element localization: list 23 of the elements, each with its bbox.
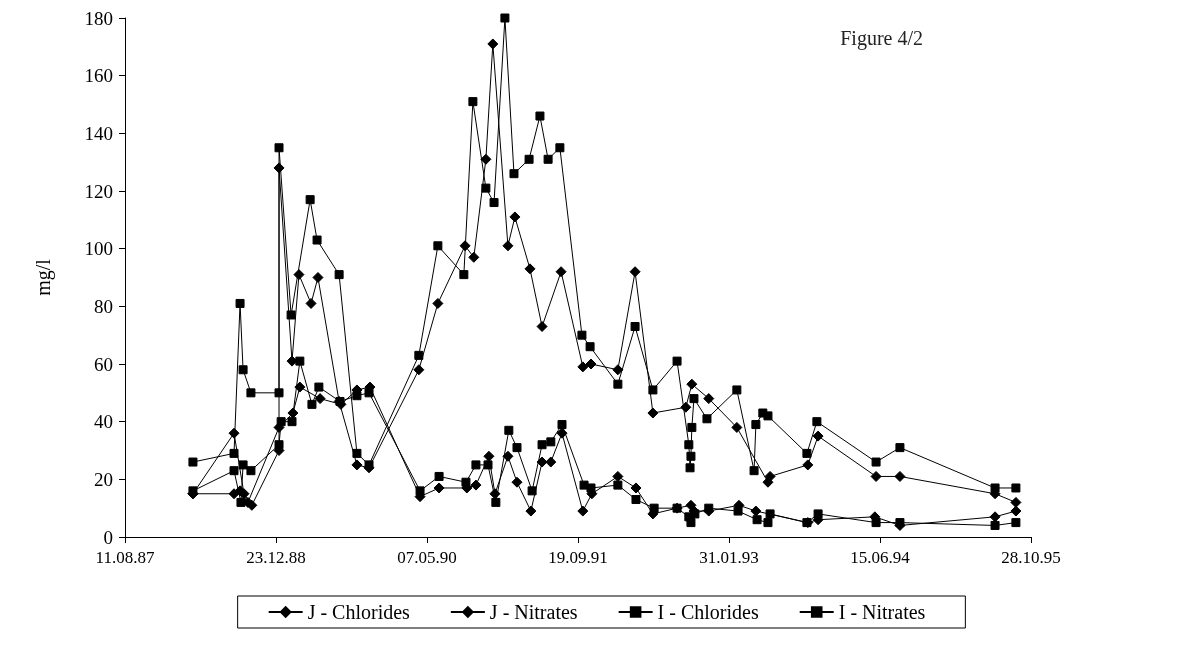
legend-label: I - Nitrates [838,601,926,623]
y-tick-label: 160 [84,65,113,87]
x-tick-label: 15.06.94 [850,548,911,567]
legend-label: J - Chlorides [307,601,411,623]
x-tick-label: 19.09.91 [548,548,608,567]
y-tick-label: 80 [94,295,113,317]
legend-label: J - Nitrates [489,601,578,623]
y-tick-label: 20 [94,468,113,490]
y-tick-label: 0 [103,526,113,548]
x-tick-label: 31.01.93 [699,548,759,567]
y-tick-label: 120 [84,180,113,202]
y-tick-label: 140 [84,122,113,144]
annotation: Figure 4/2 [840,27,924,50]
x-tick-label: 07.05.90 [397,548,457,567]
y-axis-title: mg/l [32,258,55,296]
x-tick-label: 23.12.88 [246,548,306,567]
y-tick-label: 100 [84,238,113,260]
y-tick-label: 180 [84,7,113,29]
y-tick-label: 40 [94,411,113,433]
x-tick-label: 28.10.95 [1001,548,1061,567]
x-tick-label: 11.08.87 [95,548,155,567]
y-tick-label: 60 [94,353,113,375]
legend-label: I - Chlorides [657,601,759,623]
